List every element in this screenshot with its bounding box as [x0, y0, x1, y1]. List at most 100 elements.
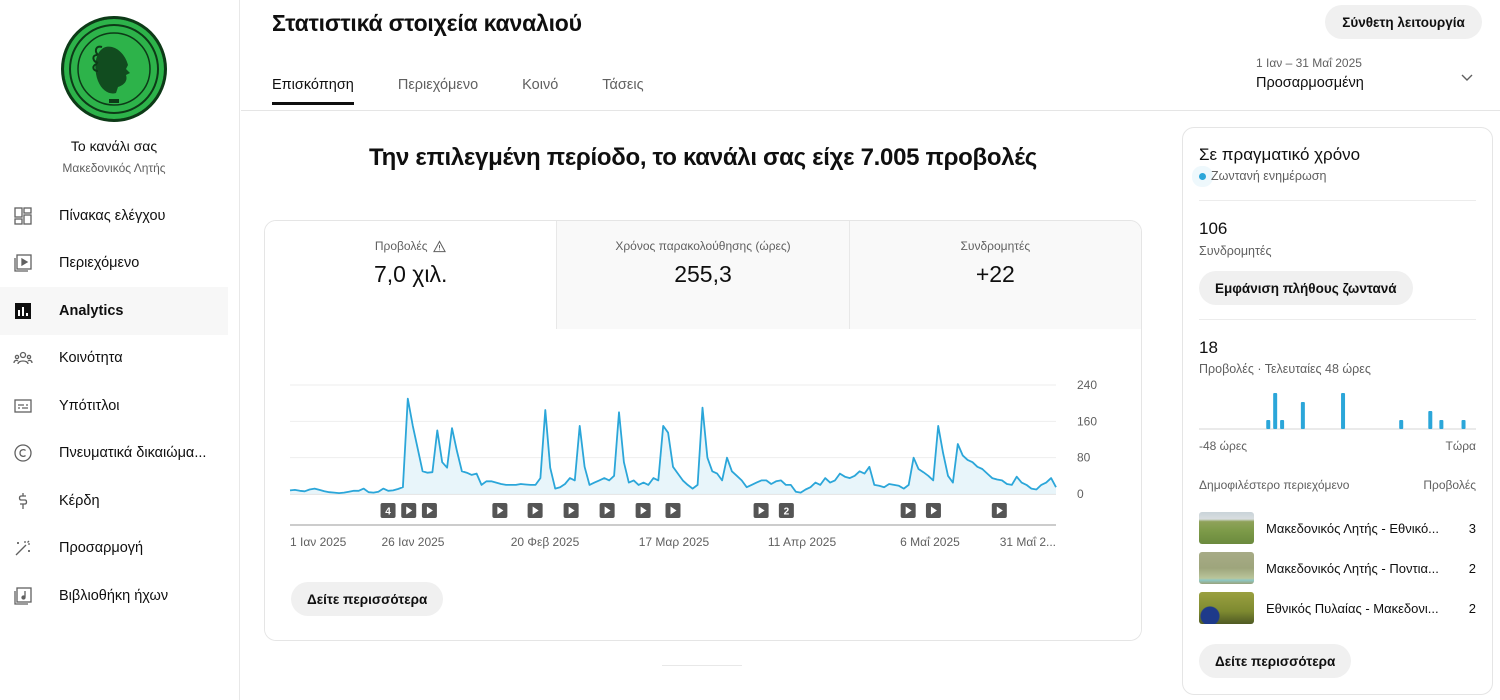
metric-value: +22	[975, 261, 1015, 287]
video-marker[interactable]	[753, 503, 769, 518]
svg-text:0: 0	[1077, 487, 1084, 501]
metric-watch-time[interactable]: Χρόνος παρακολούθησης (ώρες) 255,3	[556, 221, 849, 329]
analytics-tabs: Επισκόπηση Περιεχόμενο Κοινό Τάσεις	[272, 77, 688, 105]
channel-name: Μακεδονικός Λητής	[62, 161, 166, 175]
video-views: 2	[1468, 560, 1476, 576]
summary-headline: Την επιλεγμένη περίοδο, το κανάλι σας εί…	[369, 144, 1037, 171]
subscriber-count: 106	[1199, 219, 1228, 238]
sidebar-item-label: Βιβλιοθήκη ήχων	[59, 587, 169, 604]
metric-views[interactable]: Προβολές 7,0 χιλ.	[265, 221, 557, 329]
video-title: Μακεδονικός Λητής - Ποντια...	[1266, 560, 1439, 576]
scroll-indicator	[662, 665, 742, 666]
tab-trends[interactable]: Τάσεις	[602, 77, 644, 93]
metric-label: Συνδρομητές	[960, 239, 1031, 253]
sidebar-item-analytics[interactable]: Analytics	[0, 287, 228, 335]
page-title: Στατιστικά στοιχεία καναλιού	[272, 10, 582, 36]
analytics-icon	[13, 301, 33, 321]
sidebar-item-dashboard[interactable]: Πίνακας ελέγχου	[0, 192, 228, 240]
video-marker[interactable]	[492, 503, 508, 518]
subtitles-icon	[13, 396, 33, 416]
realtime-bar-chart[interactable]	[1199, 384, 1476, 434]
video-marker[interactable]	[527, 503, 543, 518]
earnings-icon	[13, 491, 33, 511]
realtime-title: Σε πραγματικό χρόνο	[1199, 145, 1361, 164]
sidebar-item-customization[interactable]: Προσαρμογή	[0, 525, 228, 573]
copyright-icon	[13, 443, 33, 463]
views-line-chart[interactable]: 0 80 160 240 4 2 1 Ιαν 2025 26 Ιαν 2025 20 Φεβ 2…	[265, 329, 1142, 569]
date-preset-text: Προσαρμοσμένη	[1256, 75, 1364, 91]
sidebar-item-audio-library[interactable]: Βιβλιοθήκη ήχων	[0, 572, 228, 620]
sidebar-item-label: Προσαρμογή	[59, 540, 144, 557]
video-marker[interactable]	[401, 503, 417, 518]
video-marker[interactable]	[635, 503, 651, 518]
svg-text:240: 240	[1077, 378, 1097, 392]
sidebar-item-content[interactable]: Περιεχόμενο	[0, 240, 228, 288]
realtime-see-more-button[interactable]: Δείτε περισσότερα	[1199, 644, 1352, 678]
customization-icon	[13, 538, 33, 558]
video-marker[interactable]	[991, 503, 1007, 518]
svg-text:6 Μαΐ 2025: 6 Μαΐ 2025	[900, 535, 960, 549]
top-content-item[interactable]: Μακεδονικός Λητής - Εθνικό... 3	[1199, 512, 1476, 544]
top-content-item[interactable]: Εθνικός Πυλαίας - Μακεδονι... 2	[1199, 592, 1476, 624]
sidebar-item-copyright[interactable]: Πνευματικά δικαιώμα...	[0, 430, 228, 478]
top-content-header: Δημοφιλέστερο περιεχόμενο	[1199, 478, 1350, 492]
sidebar-item-label: Κοινότητα	[59, 350, 123, 367]
video-thumbnail	[1199, 592, 1254, 624]
video-marker[interactable]	[925, 503, 941, 518]
sidebar-item-community[interactable]: Κοινότητα	[0, 335, 228, 383]
date-range-text: 1 Ιαν – 31 Μαΐ 2025	[1256, 56, 1362, 70]
sidebar-item-label: Υπότιτλοι	[59, 397, 120, 414]
video-marker[interactable]: 4	[380, 503, 396, 518]
see-more-button[interactable]: Δείτε περισσότερα	[291, 582, 444, 616]
video-marker[interactable]	[563, 503, 579, 518]
overview-card: Προβολές 7,0 χιλ. Χρόνος παρακολούθησης …	[264, 220, 1142, 641]
sidebar-item-label: Πνευματικά δικαιώμα...	[59, 445, 207, 462]
chevron-down-icon	[1461, 74, 1473, 81]
sidebar-item-label: Πίνακας ελέγχου	[59, 207, 166, 224]
subscriber-label: Συνδρομητές	[1199, 244, 1272, 258]
svg-text:17 Μαρ 2025: 17 Μαρ 2025	[639, 535, 710, 549]
live-label: Ζωντανή ενημέρωση	[1211, 169, 1327, 183]
sidebar-item-label: Κέρδη	[59, 492, 100, 509]
metric-label: Χρόνος παρακολούθησης (ώρες)	[615, 239, 791, 253]
sidebar: Το κανάλι σας Μακεδονικός Λητής Πίνακας …	[0, 0, 240, 700]
svg-text:31 Μαΐ 2...: 31 Μαΐ 2...	[1000, 535, 1056, 549]
video-marker[interactable]	[421, 503, 437, 518]
metric-value: 7,0 χιλ.	[373, 261, 448, 287]
sidebar-nav: Πίνακας ελέγχου Περιεχόμενο Analytics Κο…	[0, 192, 228, 620]
video-title: Εθνικός Πυλαίας - Μακεδονι...	[1266, 600, 1439, 616]
mini-axis-end: Τώρα	[1445, 439, 1476, 453]
video-marker[interactable]	[665, 503, 681, 518]
svg-text:26 Ιαν 2025: 26 Ιαν 2025	[382, 535, 445, 549]
date-range-picker[interactable]: 1 Ιαν – 31 Μαΐ 2025 Προσαρμοσμένη	[1256, 56, 1486, 91]
tab-audience[interactable]: Κοινό	[522, 77, 559, 93]
coin-head-icon	[77, 32, 151, 106]
divider	[1199, 319, 1476, 320]
svg-text:20 Φεβ 2025: 20 Φεβ 2025	[511, 535, 580, 549]
show-live-count-button[interactable]: Εμφάνιση πλήθους ζωντανά	[1199, 271, 1413, 305]
divider	[1199, 200, 1476, 201]
metric-tabs: Προβολές 7,0 χιλ. Χρόνος παρακολούθησης …	[265, 221, 1141, 329]
top-content-item[interactable]: Μακεδονικός Λητής - Ποντια... 2	[1199, 552, 1476, 584]
warning-icon[interactable]	[433, 239, 447, 253]
svg-text:80: 80	[1077, 451, 1091, 465]
tab-content[interactable]: Περιεχόμενο	[397, 77, 479, 93]
video-views: 2	[1468, 600, 1476, 616]
advanced-mode-button[interactable]: Σύνθετη λειτουργία	[1325, 5, 1482, 39]
community-icon	[13, 348, 33, 368]
audio-library-icon	[13, 586, 33, 606]
sidebar-item-subtitles[interactable]: Υπότιτλοι	[0, 382, 228, 430]
svg-text:160: 160	[1077, 414, 1097, 428]
channel-title: Το κανάλι σας	[70, 138, 158, 154]
channel-logo[interactable]	[61, 16, 167, 122]
svg-text:2: 2	[784, 507, 790, 518]
tab-overview[interactable]: Επισκόπηση	[272, 77, 354, 105]
realtime-views-count: 18	[1199, 338, 1218, 357]
realtime-views-label: Προβολές · Τελευταίες 48 ώρες	[1199, 362, 1371, 376]
views-chart[interactable]: 0 80 160 240 4 2 1 Ιαν 2025 26 Ιαν 2025 20 Φεβ 2…	[265, 329, 1142, 640]
video-marker[interactable]	[599, 503, 615, 518]
video-marker[interactable]	[900, 503, 916, 518]
sidebar-item-earnings[interactable]: Κέρδη	[0, 477, 228, 525]
metric-subscribers[interactable]: Συνδρομητές +22	[848, 221, 1141, 329]
video-marker[interactable]: 2	[778, 503, 794, 518]
